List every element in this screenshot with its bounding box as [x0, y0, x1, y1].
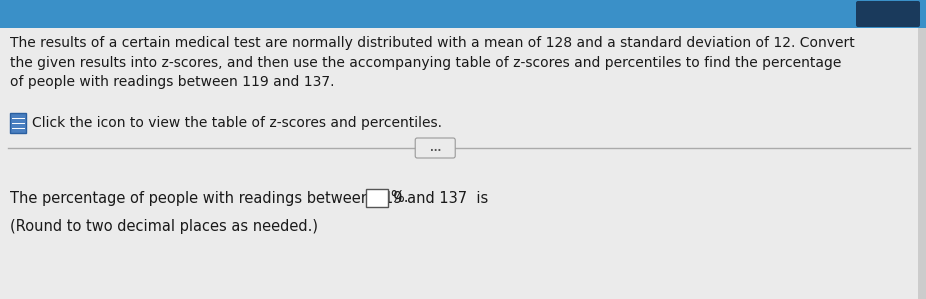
- Text: ...: ...: [430, 143, 441, 153]
- Bar: [0, 0, 926, 28]
- Bar: [366, 189, 388, 207]
- Text: (Round to two decimal places as needed.): (Round to two decimal places as needed.): [10, 219, 318, 234]
- Text: The results of a certain medical test are normally distributed with a mean of 12: The results of a certain medical test ar…: [10, 36, 855, 89]
- Bar: [10, 113, 26, 133]
- Text: Click the icon to view the table of z-scores and percentiles.: Click the icon to view the table of z-sc…: [32, 116, 442, 130]
- FancyBboxPatch shape: [856, 1, 920, 27]
- FancyBboxPatch shape: [415, 138, 456, 158]
- Text: The percentage of people with readings between 119 and 137  is: The percentage of people with readings b…: [10, 190, 493, 205]
- Text: %.: %.: [390, 190, 408, 205]
- Bar: [918, 0, 926, 299]
